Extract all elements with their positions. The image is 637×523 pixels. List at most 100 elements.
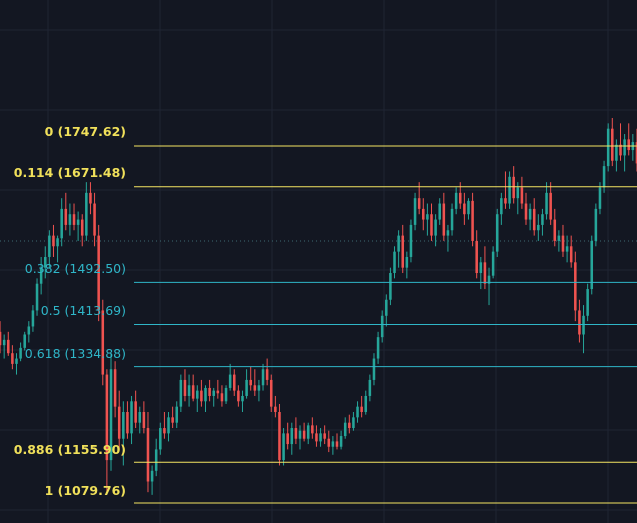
- candle: [545, 182, 548, 220]
- candle-body: [130, 401, 133, 434]
- candle: [261, 363, 265, 391]
- candle-body: [500, 198, 503, 215]
- candle-body: [113, 369, 117, 407]
- candle-body: [175, 406, 179, 423]
- candle-body: [274, 406, 277, 412]
- candle-body: [109, 369, 113, 461]
- candle: [15, 353, 18, 375]
- candle: [479, 256, 483, 290]
- candle-body: [43, 256, 47, 268]
- candle: [335, 433, 339, 450]
- candle-body: [520, 187, 524, 204]
- candle: [113, 361, 117, 418]
- candle-body: [35, 283, 39, 311]
- candle: [339, 430, 343, 450]
- candle-body: [212, 390, 215, 396]
- candle-body: [495, 214, 499, 252]
- candle-body: [2, 339, 6, 346]
- candle: [446, 224, 450, 252]
- candle-body: [208, 387, 211, 396]
- candle: [23, 331, 26, 351]
- candle-body: [23, 334, 26, 348]
- candle-body: [458, 192, 462, 204]
- candle-body: [619, 144, 622, 156]
- candle: [208, 379, 211, 402]
- candle-body: [561, 235, 565, 252]
- candle: [565, 235, 569, 263]
- candle: [2, 334, 6, 359]
- candle-body: [220, 393, 224, 402]
- candle: [463, 192, 466, 225]
- candle-body: [487, 275, 491, 284]
- candle: [282, 428, 285, 466]
- candle: [80, 214, 84, 247]
- candle-body: [97, 235, 100, 311]
- candle: [294, 417, 298, 445]
- candle: [130, 395, 133, 445]
- candle-body: [360, 406, 363, 412]
- fib-label-0-886: 0.886 (1155.90): [13, 442, 126, 457]
- candle: [167, 411, 170, 442]
- candle-body: [409, 224, 413, 257]
- candle: [430, 203, 433, 241]
- candle: [397, 230, 400, 268]
- candle-body: [253, 385, 257, 391]
- candle-body: [627, 139, 631, 151]
- candle-body: [483, 262, 487, 284]
- candle: [117, 390, 121, 450]
- candle: [154, 438, 158, 477]
- candle-body: [27, 326, 31, 335]
- candle-body: [6, 339, 10, 354]
- candle: [237, 385, 240, 407]
- candle-body: [0, 331, 2, 346]
- candle: [569, 235, 573, 268]
- candle: [146, 411, 150, 493]
- fib-label-0: 0 (1747.62): [44, 124, 126, 139]
- candle-body: [364, 395, 368, 412]
- candle: [109, 353, 113, 471]
- candle-body: [446, 230, 450, 236]
- candle-body: [635, 142, 637, 164]
- candle: [241, 390, 244, 412]
- candle: [159, 422, 162, 455]
- candle: [319, 428, 322, 447]
- candle: [323, 425, 326, 445]
- candle: [274, 395, 277, 418]
- candle-body: [269, 379, 273, 407]
- candle-body: [48, 235, 51, 257]
- candle-body: [60, 208, 63, 239]
- candle-body: [72, 214, 76, 225]
- candle-body: [282, 433, 285, 461]
- candle: [574, 251, 577, 322]
- candle: [306, 422, 310, 445]
- candle-body: [438, 203, 441, 220]
- candle: [138, 406, 142, 434]
- candle-body: [216, 390, 220, 394]
- candle-body: [512, 176, 515, 199]
- candle: [331, 436, 335, 455]
- candle: [401, 224, 405, 274]
- candle: [35, 278, 39, 316]
- candle-body: [15, 358, 18, 364]
- candle-body: [327, 438, 331, 447]
- candle-body: [582, 315, 585, 335]
- candle-body: [565, 246, 569, 252]
- candle-body: [154, 449, 158, 471]
- candle-body: [491, 251, 495, 276]
- candle-body: [232, 374, 236, 391]
- candle-body: [31, 310, 35, 327]
- candle-body: [405, 256, 409, 268]
- fib-retracement-tool[interactable]: [134, 145, 637, 504]
- candle: [290, 422, 294, 455]
- candle-body: [134, 401, 137, 423]
- candle: [315, 425, 318, 447]
- candle: [422, 198, 425, 231]
- candle-body: [417, 198, 421, 209]
- candle-body: [586, 289, 589, 316]
- candle: [171, 406, 174, 429]
- candle-body: [471, 200, 474, 241]
- candle-body: [339, 436, 343, 447]
- candle: [524, 192, 528, 225]
